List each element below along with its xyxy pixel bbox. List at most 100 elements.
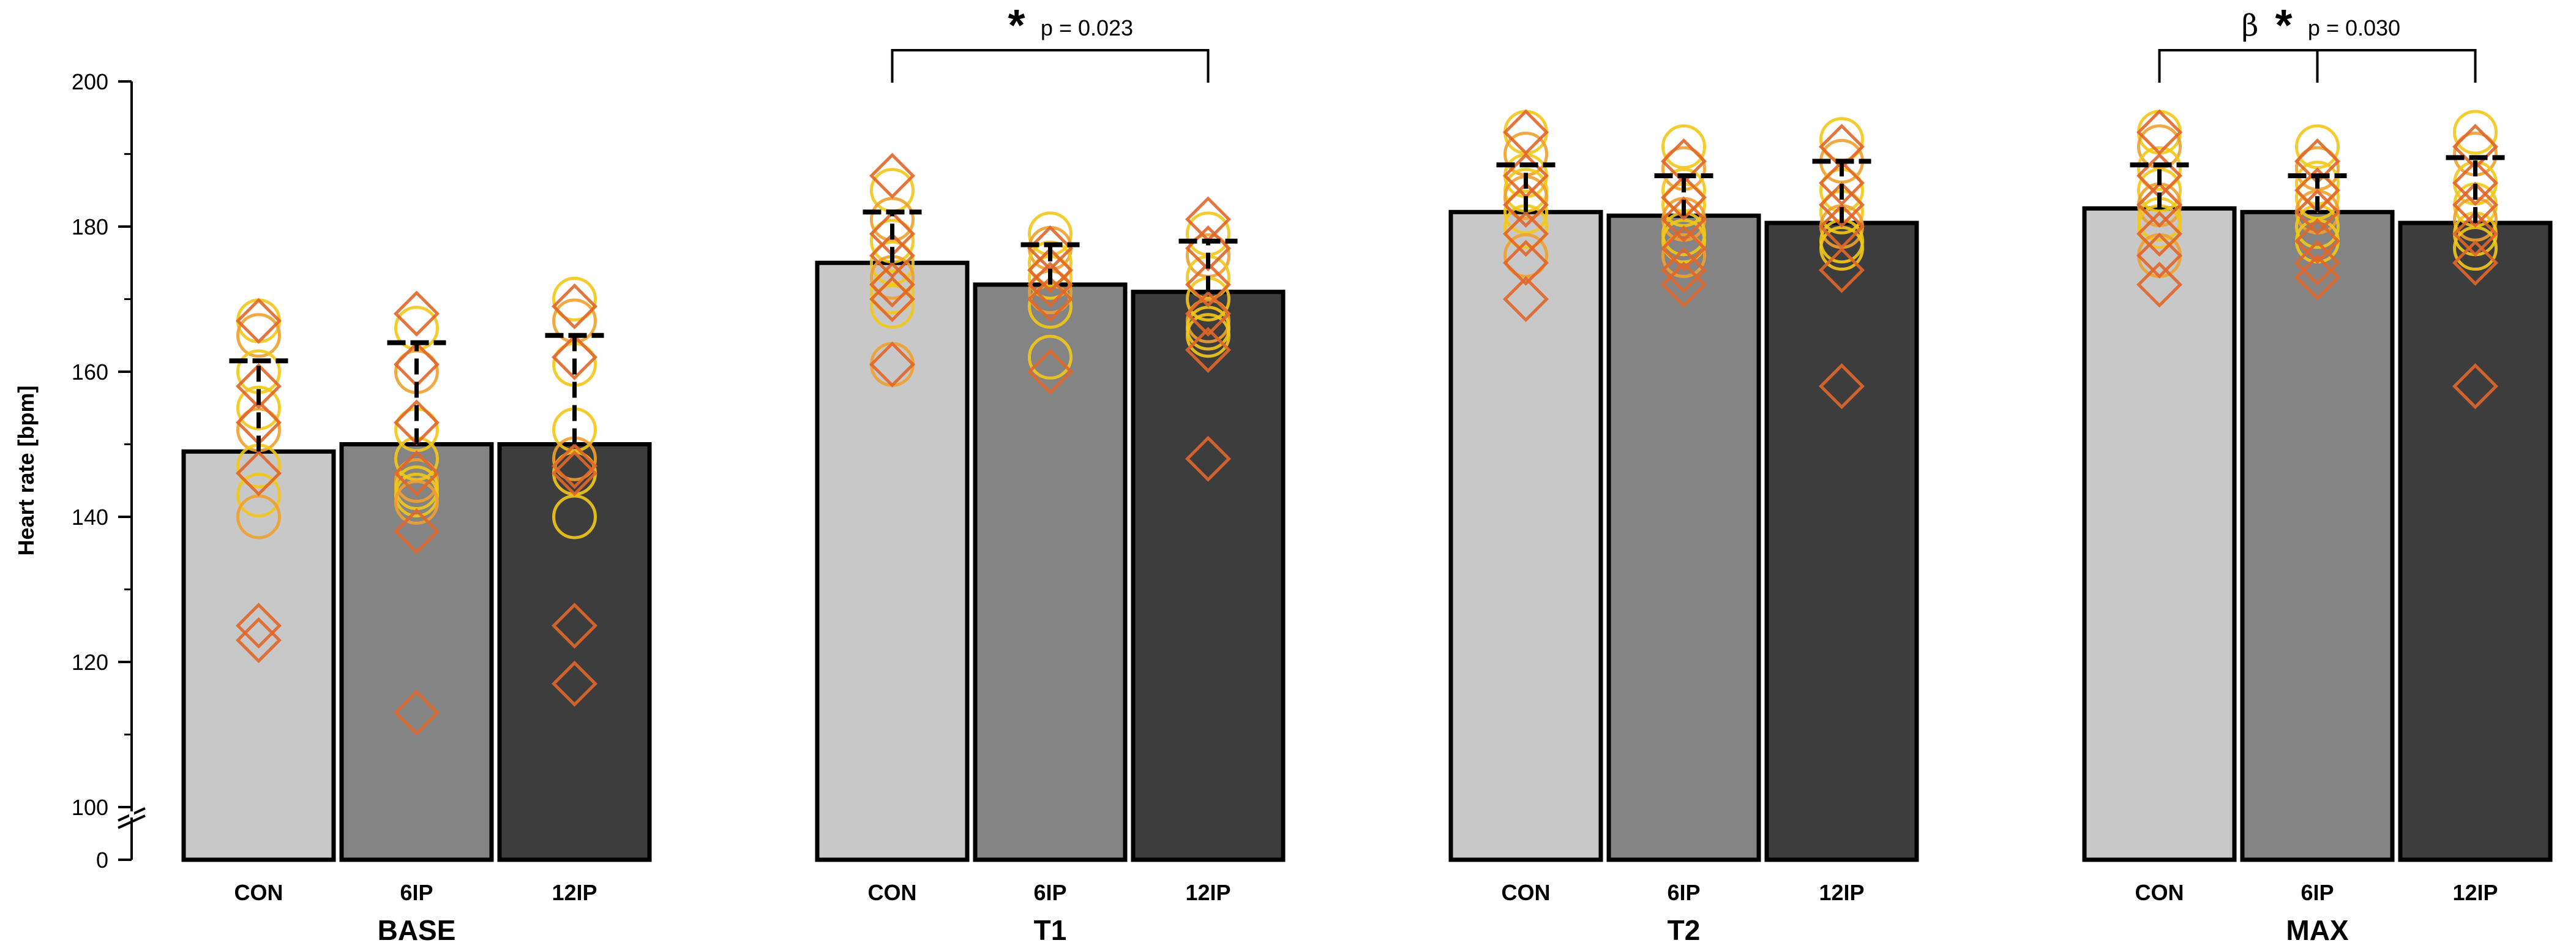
bar-t1-con xyxy=(815,260,970,862)
data-point-circle xyxy=(1186,313,1230,358)
bar-t1-6ip xyxy=(973,282,1128,862)
bar-max-6ip xyxy=(2240,209,2395,862)
data-point-circle xyxy=(1028,334,1073,380)
bar-base-con xyxy=(181,449,336,862)
data-point-diamond xyxy=(1818,181,1865,228)
data-point-diamond xyxy=(869,261,916,308)
bar-t1-12ip xyxy=(1131,290,1286,862)
data-point-diamond xyxy=(2136,181,2183,228)
data-point-diamond xyxy=(1502,276,1549,323)
bar-base-12ip xyxy=(497,442,652,862)
data-point-diamond xyxy=(1660,196,1707,242)
data-point-diamond xyxy=(2136,232,2183,279)
data-point-diamond xyxy=(393,690,440,736)
data-point-diamond xyxy=(393,450,440,497)
data-point-circle xyxy=(1028,284,1073,329)
data-point-circle xyxy=(236,472,281,517)
data-point-circle xyxy=(2137,146,2182,191)
data-point-diamond xyxy=(2452,239,2499,286)
bar-label: CON xyxy=(234,880,283,905)
data-point-diamond xyxy=(1185,326,1232,373)
data-point-diamond xyxy=(1502,239,1549,286)
data-point-diamond xyxy=(551,443,598,489)
bar-label: 12IP xyxy=(552,880,597,905)
data-point-diamond xyxy=(1502,181,1549,228)
data-point-circle xyxy=(1661,233,1706,278)
data-point-circle xyxy=(870,284,915,329)
beta-symbol: β xyxy=(2242,9,2259,43)
group-label-t2: T2 xyxy=(1668,914,1701,946)
data-point-diamond xyxy=(235,617,282,663)
data-point-circle xyxy=(2453,110,2498,155)
data-point-diamond xyxy=(1660,261,1707,308)
significance-star: * xyxy=(2275,1,2292,50)
data-point-diamond xyxy=(2452,160,2499,206)
bar-base-6ip xyxy=(339,442,494,862)
bar-t2-12ip xyxy=(1764,220,1919,862)
data-point-diamond xyxy=(235,363,282,410)
data-point-diamond xyxy=(2136,211,2183,257)
data-point-diamond xyxy=(2294,189,2341,235)
data-point-diamond xyxy=(1185,435,1232,482)
y-tick-label: 140 xyxy=(72,505,108,530)
bar-label: 6IP xyxy=(2301,880,2334,905)
data-point-diamond xyxy=(1660,247,1707,293)
y-tick-label: 160 xyxy=(72,359,108,385)
data-point-diamond xyxy=(551,661,598,707)
bar-label: 12IP xyxy=(2452,880,2498,905)
data-point-diamond xyxy=(1027,247,1074,293)
bar-label: 6IP xyxy=(1033,880,1066,905)
bar-label: 6IP xyxy=(400,880,433,905)
data-point-diamond xyxy=(235,450,282,497)
bar-t2-con xyxy=(1448,209,1603,862)
data-point-diamond xyxy=(2452,211,2499,257)
significance-bracket xyxy=(891,49,1210,83)
y-tick-label-zero: 0 xyxy=(96,848,108,873)
data-point-diamond xyxy=(1027,261,1074,308)
data-point-diamond xyxy=(393,290,440,337)
data-point-circle xyxy=(552,277,597,321)
data-point-diamond xyxy=(1185,261,1232,308)
data-point-diamond xyxy=(1660,175,1707,221)
bar-label: CON xyxy=(868,880,917,905)
data-point-diamond xyxy=(869,341,916,388)
data-point-diamond xyxy=(551,450,598,497)
data-point-circle xyxy=(394,479,439,525)
data-point-diamond xyxy=(551,283,598,329)
p-value-label: p = 0.030 xyxy=(2308,15,2400,40)
data-point-diamond xyxy=(2452,181,2499,228)
axis-break-mark xyxy=(118,814,146,829)
data-point-circle xyxy=(236,385,281,430)
data-point-diamond xyxy=(2294,218,2341,265)
data-point-diamond xyxy=(551,334,598,380)
data-point-diamond xyxy=(1027,348,1074,395)
data-point-circle xyxy=(870,269,915,315)
bar-label: 12IP xyxy=(1185,880,1230,905)
group-label-t1: T1 xyxy=(1034,914,1067,946)
data-point-circle xyxy=(1661,124,1706,170)
significance-star: * xyxy=(1008,1,1025,50)
p-value-label: p = 0.023 xyxy=(1041,15,1133,40)
y-tick-label: 180 xyxy=(72,214,108,239)
data-point-diamond xyxy=(2136,261,2183,308)
data-point-diamond xyxy=(1185,290,1232,337)
data-point-diamond xyxy=(2294,239,2341,286)
data-point-diamond xyxy=(869,276,916,323)
data-point-diamond xyxy=(551,603,598,649)
data-point-circle xyxy=(870,240,915,285)
group-label-base: BASE xyxy=(378,914,456,946)
bar-label: 6IP xyxy=(1667,880,1700,905)
data-point-circle xyxy=(236,313,281,358)
bar-t2-6ip xyxy=(1606,213,1761,862)
data-point-diamond xyxy=(1818,363,1865,410)
data-point-diamond xyxy=(1818,247,1865,293)
data-point-diamond xyxy=(235,603,282,649)
y-tick-label: 200 xyxy=(72,69,108,94)
data-point-diamond xyxy=(2452,363,2499,410)
data-point-circle xyxy=(2137,124,2182,170)
y-tick-label: 120 xyxy=(72,650,108,675)
data-point-diamond xyxy=(869,152,916,199)
bar-label: CON xyxy=(2135,880,2184,905)
data-point-diamond xyxy=(393,508,440,555)
